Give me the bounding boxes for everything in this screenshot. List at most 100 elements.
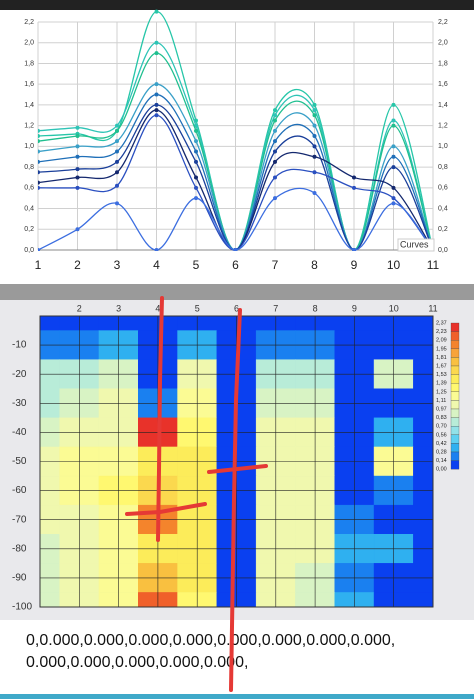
point: [194, 175, 198, 180]
point: [273, 108, 277, 113]
y-tick-label: 0,4: [24, 205, 34, 212]
colorbar-label: 1,95: [436, 346, 447, 352]
legend-box: [397, 238, 435, 252]
divider: [0, 284, 474, 300]
colorbar-label: 0,70: [436, 424, 447, 430]
point: [75, 144, 80, 149]
point: [312, 113, 317, 118]
colorbar-label: 1,81: [436, 355, 447, 361]
colorbar-label: 1,53: [436, 372, 447, 378]
point: [75, 227, 80, 232]
output-line: 0,0.000,0.000,0.000,0.000,0.000,0.000,0.…: [26, 632, 395, 649]
y2-tick-label: 1,2: [438, 122, 448, 129]
point: [312, 191, 317, 195]
y-tick-label: 0,6: [24, 185, 34, 192]
y2-tick-label: 0,0: [438, 247, 448, 254]
point: [273, 113, 277, 118]
point: [154, 102, 159, 107]
bottom-bar: [0, 694, 474, 699]
colorbar-label: 0,14: [436, 458, 447, 464]
colorbar-label: 1,25: [436, 389, 447, 395]
point: [273, 149, 277, 154]
legend-title: Curves: [400, 239, 429, 249]
plot-frame: [39, 315, 434, 608]
point: [194, 139, 198, 144]
point: [273, 159, 277, 164]
y2-tick-label: 1,0: [438, 143, 448, 150]
colorbar-swatch: [450, 460, 460, 470]
colorbar-label: 1,67: [436, 363, 447, 369]
y-tick-label: 0,0: [24, 247, 34, 254]
red-stroke: [207, 464, 268, 474]
x-tick-label: 4: [155, 303, 160, 313]
x-tick-label: 3: [114, 258, 121, 272]
point: [38, 134, 40, 138]
y-tick-label: -50: [12, 456, 27, 467]
point: [352, 248, 356, 251]
y-tick-label: 1,6: [24, 81, 34, 88]
colorbar-label: 0,97: [436, 406, 447, 412]
point: [273, 196, 277, 201]
colorbar-label: 1,39: [436, 381, 447, 387]
point: [115, 183, 119, 188]
x-tick-label: 11: [427, 258, 440, 272]
status-bar: [0, 0, 474, 10]
x-tick-label: 6: [232, 258, 239, 272]
colorbar-label: 2,23: [436, 329, 447, 335]
colorbar-swatch: [450, 331, 460, 341]
red-stroke: [125, 502, 207, 516]
point: [38, 170, 40, 175]
colorbar-swatch: [450, 322, 460, 332]
point: [273, 118, 277, 123]
point: [115, 123, 119, 128]
y2-tick-label: 1,8: [438, 60, 448, 67]
colorbar-label: 0,56: [436, 432, 447, 438]
x-tick-label: 4: [153, 258, 160, 272]
x-tick-label: 10: [389, 303, 399, 313]
point: [312, 123, 317, 128]
x-tick-label: 1: [35, 258, 42, 272]
colorbar-swatch: [450, 348, 460, 358]
point: [115, 201, 119, 206]
y2-tick-label: 2,2: [438, 19, 448, 26]
x-tick-label: 10: [387, 258, 401, 272]
point: [75, 154, 80, 159]
contour-cell: [413, 592, 433, 607]
point: [154, 9, 159, 14]
point: [115, 139, 119, 144]
point: [312, 170, 317, 175]
x-tick-label: 5: [195, 303, 200, 313]
y2-tick-label: 2,0: [438, 40, 448, 47]
point: [352, 175, 356, 180]
point: [391, 123, 396, 128]
point: [38, 185, 40, 190]
colorbar-label: 0,00: [436, 467, 447, 473]
x-tick-label: 2: [77, 303, 82, 313]
point: [312, 102, 317, 107]
y2-tick-label: 0,6: [438, 185, 448, 192]
y-tick-label: -100: [12, 602, 32, 613]
x-tick-label: 6: [234, 303, 239, 313]
point: [38, 149, 40, 154]
annotation-strokes: [125, 296, 268, 692]
series-line: [38, 52, 433, 251]
point: [115, 128, 119, 133]
point: [154, 82, 159, 87]
x-tick-label: 8: [311, 258, 318, 272]
colorbar-label: 0,28: [436, 449, 447, 455]
x-tick-label: 9: [351, 258, 358, 272]
colorbar-swatch: [450, 417, 460, 427]
colorbar-label: 0,42: [436, 441, 447, 447]
colorbar-swatch: [450, 357, 460, 367]
y-tick-label: 1,0: [24, 143, 34, 150]
point: [391, 144, 396, 149]
colorbar-swatch: [450, 383, 460, 392]
point: [391, 201, 396, 206]
point: [352, 185, 356, 190]
point: [194, 159, 198, 164]
line-chart: 0,0 0,0 0,2 0,2 0,4 0,4 0,6 0,6 0,8 0,8 1,0 1,0 1,2 1…: [24, 9, 448, 272]
point: [273, 128, 277, 133]
point: [38, 139, 40, 144]
